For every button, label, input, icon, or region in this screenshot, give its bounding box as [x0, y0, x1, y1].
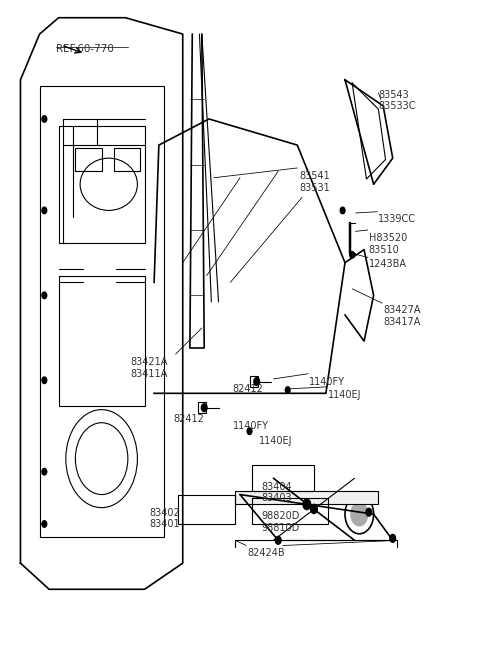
Text: 1140EJ: 1140EJ — [259, 436, 293, 447]
Text: 83404
83403: 83404 83403 — [262, 482, 292, 503]
Circle shape — [351, 502, 368, 526]
Text: 82424B: 82424B — [247, 548, 285, 558]
Text: 82412: 82412 — [173, 414, 204, 424]
Circle shape — [247, 428, 252, 434]
FancyBboxPatch shape — [235, 491, 378, 504]
Text: 83421A
83411A: 83421A 83411A — [130, 358, 168, 379]
Text: 1140FY: 1140FY — [233, 420, 269, 431]
Circle shape — [311, 504, 317, 514]
Text: 82412: 82412 — [233, 384, 264, 394]
Text: 1243BA: 1243BA — [369, 259, 407, 270]
Circle shape — [303, 499, 311, 510]
Circle shape — [350, 251, 355, 258]
Text: 1140EJ: 1140EJ — [328, 390, 362, 400]
Text: 83543
83533C: 83543 83533C — [378, 90, 416, 111]
Text: H83520
83510: H83520 83510 — [369, 234, 407, 255]
Circle shape — [42, 207, 47, 214]
Text: REF.60-770: REF.60-770 — [56, 44, 114, 54]
Circle shape — [201, 404, 207, 411]
Text: 98820D
98810D: 98820D 98810D — [262, 511, 300, 533]
Circle shape — [390, 535, 396, 543]
Circle shape — [340, 207, 345, 214]
Circle shape — [42, 292, 47, 298]
Circle shape — [254, 378, 260, 386]
Circle shape — [42, 377, 47, 384]
Text: 83402
83401: 83402 83401 — [149, 508, 180, 529]
Circle shape — [276, 537, 281, 544]
Circle shape — [366, 508, 372, 516]
Circle shape — [42, 115, 47, 122]
Text: 83427A
83417A: 83427A 83417A — [383, 305, 420, 327]
Text: 83541
83531: 83541 83531 — [300, 171, 330, 193]
Text: 1339CC: 1339CC — [378, 214, 416, 224]
Circle shape — [42, 468, 47, 475]
Circle shape — [42, 521, 47, 527]
Text: 1140FY: 1140FY — [309, 377, 345, 387]
Circle shape — [285, 387, 290, 394]
